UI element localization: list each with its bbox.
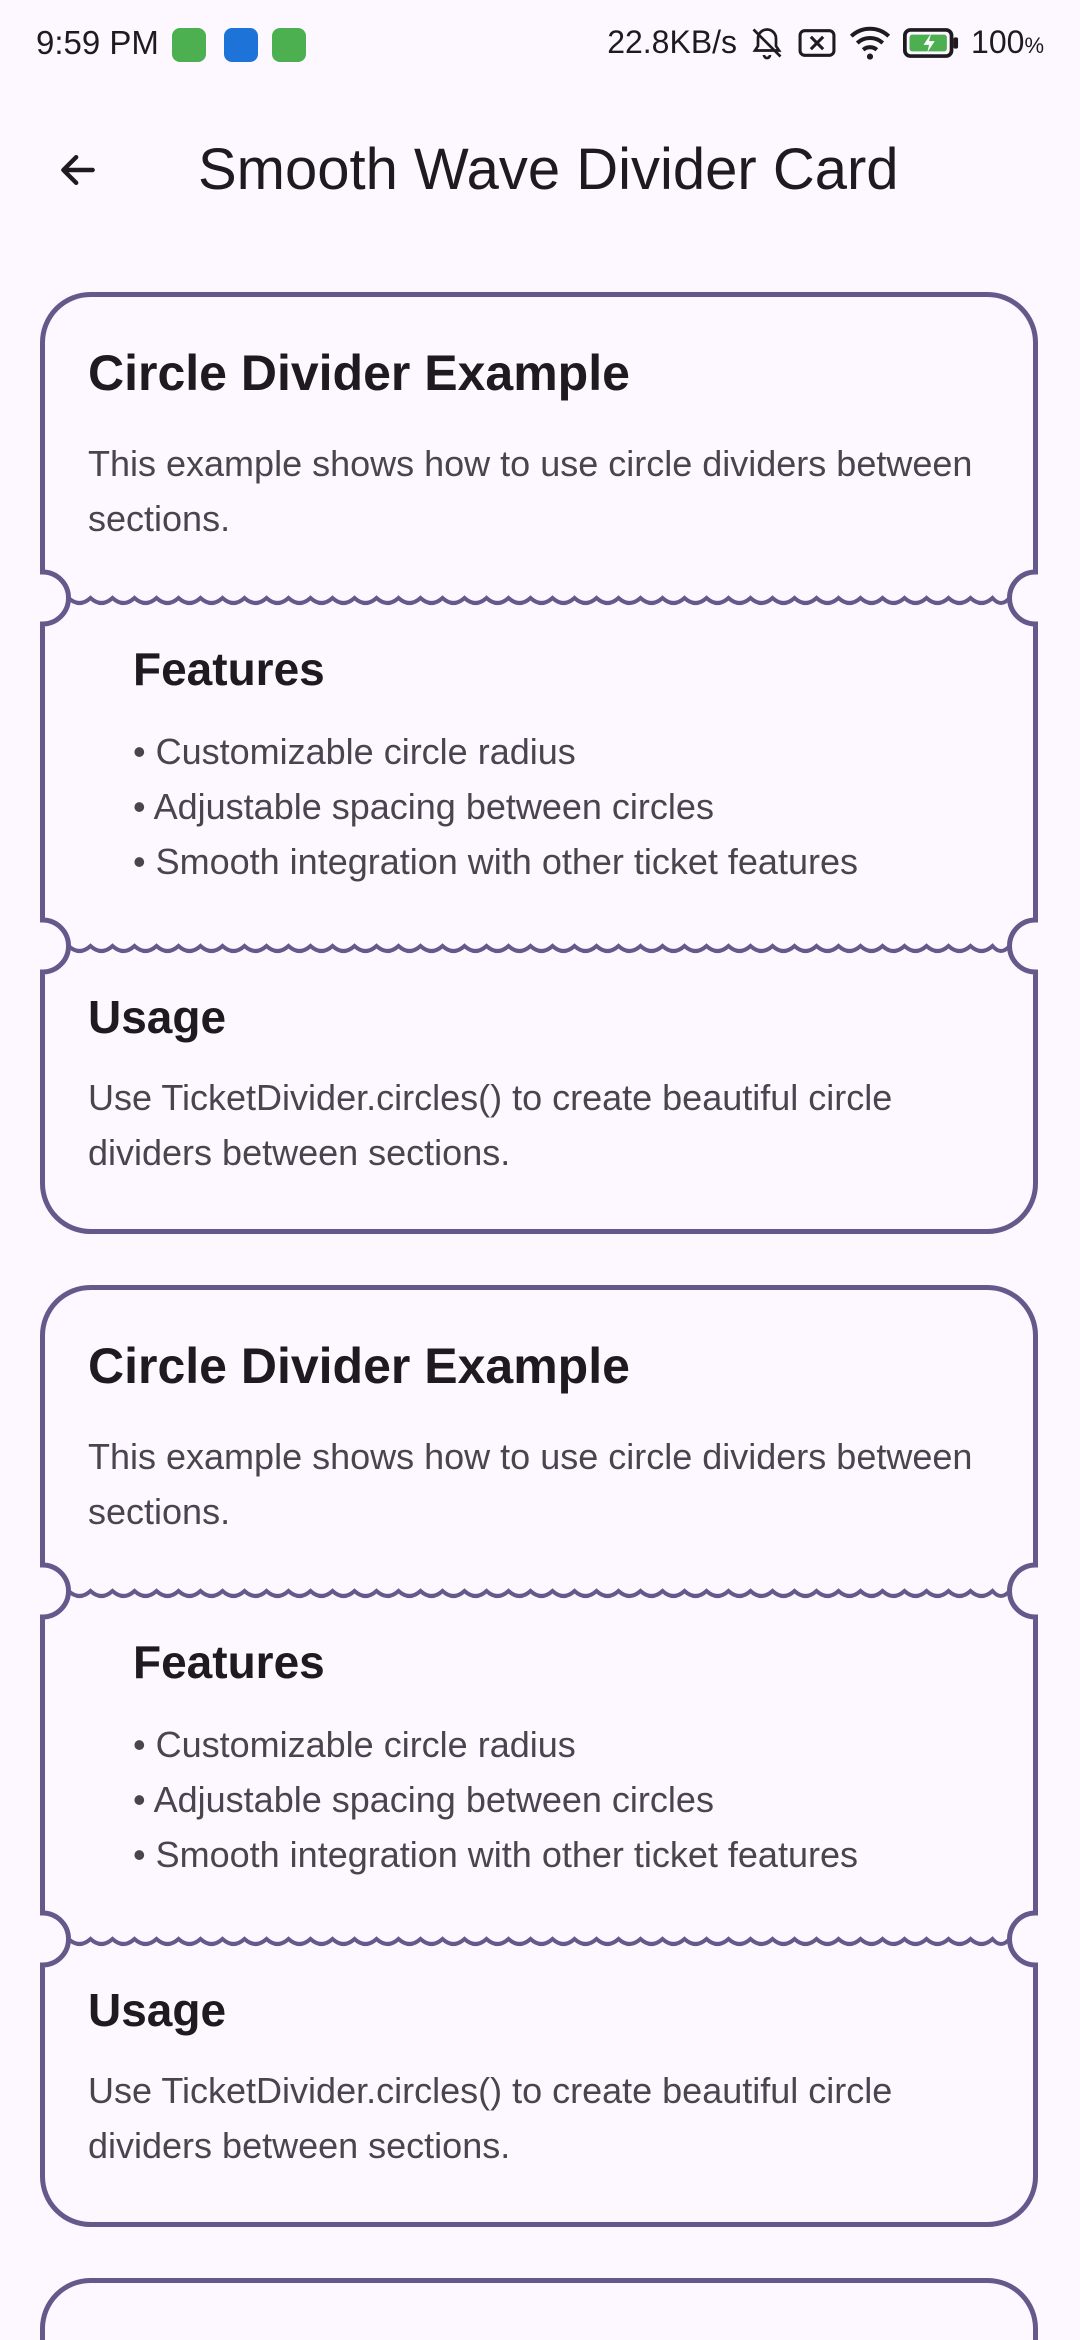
status-time: 9:59 PM (36, 24, 159, 61)
usage-section: Usage Use TicketDivider.circles() to cre… (88, 1983, 1018, 2173)
features-section: Features • Customizable circle radius • … (133, 1635, 1013, 1882)
bell-off-icon (749, 25, 785, 61)
cat-app-icon (172, 28, 206, 62)
usage-section: Usage Use TicketDivider.circles() to cre… (88, 990, 1018, 1180)
card-description: This example shows how to use circle div… (88, 1436, 973, 1532)
list-item: • Customizable circle radius (133, 731, 576, 772)
list-item: • Adjustable spacing between circles (133, 1779, 714, 1820)
app-bar: Smooth Wave Divider Card (0, 120, 1080, 220)
arrow-back-icon (61, 154, 95, 186)
features-list: • Customizable circle radius • Adjustabl… (133, 1717, 1013, 1882)
ticket-card-partial (40, 2278, 1038, 2340)
usage-title: Usage (88, 1984, 227, 2036)
features-list: • Customizable circle radius • Adjustabl… (133, 724, 1013, 889)
page-title: Smooth Wave Divider Card (198, 137, 899, 202)
usage-text: Use TicketDivider.circles() to create be… (88, 1077, 893, 1173)
card-title: Circle Divider Example (88, 1338, 630, 1394)
usage-text: Use TicketDivider.circles() to create be… (88, 2070, 893, 2166)
features-title: Features (133, 643, 325, 695)
list-item: • Smooth integration with other ticket f… (133, 841, 858, 882)
ticket-card-outline (40, 2278, 1038, 2340)
ticket-card-outline (40, 292, 1038, 1234)
usage-title: Usage (88, 991, 227, 1043)
outlook-icon (224, 28, 258, 62)
card-header-section: Circle Divider Example This example show… (88, 1337, 1008, 1539)
status-right-group: 22.8KB/s 100% (607, 24, 1044, 61)
list-item: • Smooth integration with other ticket f… (133, 1834, 858, 1875)
ticket-card: Circle Divider Example This example show… (40, 1285, 1038, 2227)
ticket-card: Circle Divider Example This example show… (40, 292, 1038, 1234)
back-button[interactable] (40, 142, 116, 198)
card-description: This example shows how to use circle div… (88, 443, 973, 539)
cat-app-icon (272, 28, 306, 62)
battery-charging-icon (903, 27, 959, 58)
list-item: • Customizable circle radius (133, 1724, 576, 1765)
card-header-section: Circle Divider Example This example show… (88, 344, 1008, 546)
wifi-icon (849, 26, 891, 60)
card-title: Circle Divider Example (88, 345, 630, 401)
features-section: Features • Customizable circle radius • … (133, 642, 1013, 889)
ticket-card-outline (40, 1285, 1038, 2227)
network-speed: 22.8KB/s (607, 24, 738, 60)
status-bar: 9:59 PM 22.8KB/s 100% (0, 0, 1080, 92)
battery-level: 100% (971, 24, 1044, 60)
sim-off-icon (797, 27, 837, 59)
list-item: • Adjustable spacing between circles (133, 786, 714, 827)
features-title: Features (133, 1636, 325, 1688)
